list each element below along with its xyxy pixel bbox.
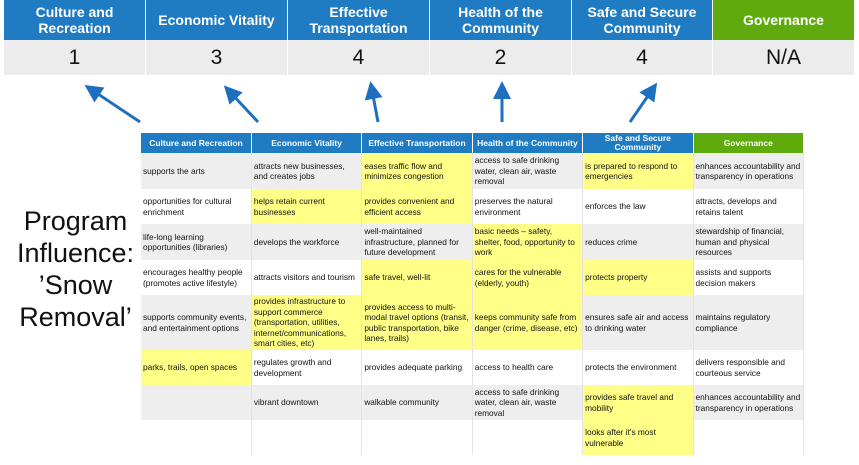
table-cell: looks after it's most vulnerable: [582, 420, 694, 455]
table-cell: enhances accountability and transparency…: [693, 385, 805, 420]
table-cell: basic needs – safety, shelter, food, opp…: [472, 224, 584, 260]
table-cell: maintains regulatory compliance: [693, 295, 805, 350]
pillar-header: Health of the Community: [430, 0, 572, 40]
table-cell: stewardship of financial, human and phys…: [693, 224, 805, 260]
table-row: opportunities for cultural enrichment hel…: [141, 189, 805, 224]
program-influence-label: Program Influence: ’Snow Removal’: [16, 206, 135, 332]
table-cell: attracts visitors and tourism: [251, 260, 363, 295]
table-cell: is prepared to respond to emergencies: [582, 153, 694, 189]
table-cell: parks, trails, open spaces: [141, 350, 252, 385]
table-header: Effective Transportation: [361, 133, 473, 153]
table-row: life-long learning opportunities (librar…: [141, 224, 805, 260]
table-header: Safe and Secure Community: [582, 133, 694, 153]
pillar-score: 4: [572, 40, 713, 75]
table-cell: enforces the law: [582, 189, 694, 224]
table-row: parks, trails, open spaces regulates grow…: [141, 350, 805, 385]
table-cell: delivers responsible and courteous servi…: [693, 350, 805, 385]
pillar-header: Safe and Secure Community: [572, 0, 713, 40]
table-cell: encourages healthy people (promotes acti…: [141, 260, 252, 295]
table-cell: supports community events, and entertain…: [141, 295, 252, 350]
table-cell: [361, 420, 473, 455]
table-header: Culture and Recreation: [141, 133, 252, 153]
table-cell: [141, 420, 252, 455]
table-cell: [251, 420, 363, 455]
table-header: Health of the Community: [472, 133, 584, 153]
table-cell: protects property: [582, 260, 694, 295]
table-cell: well-maintained infrastructure, planned …: [361, 224, 473, 260]
table-cell: regulates growth and development: [251, 350, 363, 385]
table-cell: access to safe drinking water, clean air…: [472, 153, 584, 189]
arrow-icon: [628, 82, 658, 123]
pillar-scores: Culture and Recreation 1 Economic Vitality…: [4, 0, 855, 75]
table-cell: [141, 385, 252, 420]
table-cell: [693, 420, 805, 455]
table-cell: provides safe travel and mobility: [582, 385, 694, 420]
table-cell: safe travel, well-lit: [361, 260, 473, 295]
table-cell: helps retain current businesses: [251, 189, 363, 224]
arrow-icon: [364, 81, 383, 123]
table-row: looks after it's most vulnerable: [141, 420, 805, 455]
pillar-score: 2: [430, 40, 572, 75]
table-cell: cares for the vulnerable (elderly, youth…: [472, 260, 584, 295]
table-cell: assists and supports decision makers: [693, 260, 805, 295]
table-cell: walkable community: [361, 385, 473, 420]
table-row: vibrant downtown walkable community access…: [141, 385, 805, 420]
table-row: encourages healthy people (promotes acti…: [141, 260, 805, 295]
pillar-header: Effective Transportation: [288, 0, 430, 40]
table-cell: opportunities for cultural enrichment: [141, 189, 252, 224]
table-row: supports community events, and entertain…: [141, 295, 805, 350]
table-cell: provides adequate parking: [361, 350, 473, 385]
pillar-header: Culture and Recreation: [4, 0, 146, 40]
table-cell: access to health care: [472, 350, 584, 385]
table-cell: enhances accountability and transparency…: [693, 153, 805, 189]
table-cell: access to safe drinking water, clean air…: [472, 385, 584, 420]
pillar-score: 4: [288, 40, 430, 75]
table-cell: ensures safe air and access to drinking …: [582, 295, 694, 350]
table-header: Economic Vitality: [251, 133, 363, 153]
arrow-icon: [223, 85, 260, 124]
table-cell: provides infrastructure to support comme…: [251, 295, 363, 350]
pillar-header: Governance: [713, 0, 855, 40]
pillar-header: Economic Vitality: [146, 0, 288, 40]
table-cell: reduces crime: [582, 224, 694, 260]
pillar-criteria-table: Culture and Recreation Economic Vitality E…: [141, 133, 805, 455]
pillar-score: 3: [146, 40, 288, 75]
table-cell: attracts, develops and retains talent: [693, 189, 805, 224]
table-cell: develops the workforce: [251, 224, 363, 260]
table-cell: vibrant downtown: [251, 385, 363, 420]
table-cell: protects the environment: [582, 350, 694, 385]
table-cell: supports the arts: [141, 153, 252, 189]
table-cell: provides convenient and efficient access: [361, 189, 473, 224]
table-cell: [472, 420, 584, 455]
table-cell: keeps community safe from danger (crime,…: [472, 295, 584, 350]
arrow-icon: [84, 85, 141, 124]
table-cell: provides access to multi-modal travel op…: [361, 295, 473, 350]
table-cell: preserves the natural environment: [472, 189, 584, 224]
table-cell: eases traffic flow and minimizes congest…: [361, 153, 473, 189]
table-cell: attracts new businesses, and creates job…: [251, 153, 363, 189]
table-header: Governance: [693, 133, 805, 153]
table-row: supports the arts attracts new businesses…: [141, 153, 805, 189]
table-cell: life-long learning opportunities (librar…: [141, 224, 252, 260]
pillar-score: N/A: [713, 40, 855, 75]
pillar-score: 1: [4, 40, 146, 75]
